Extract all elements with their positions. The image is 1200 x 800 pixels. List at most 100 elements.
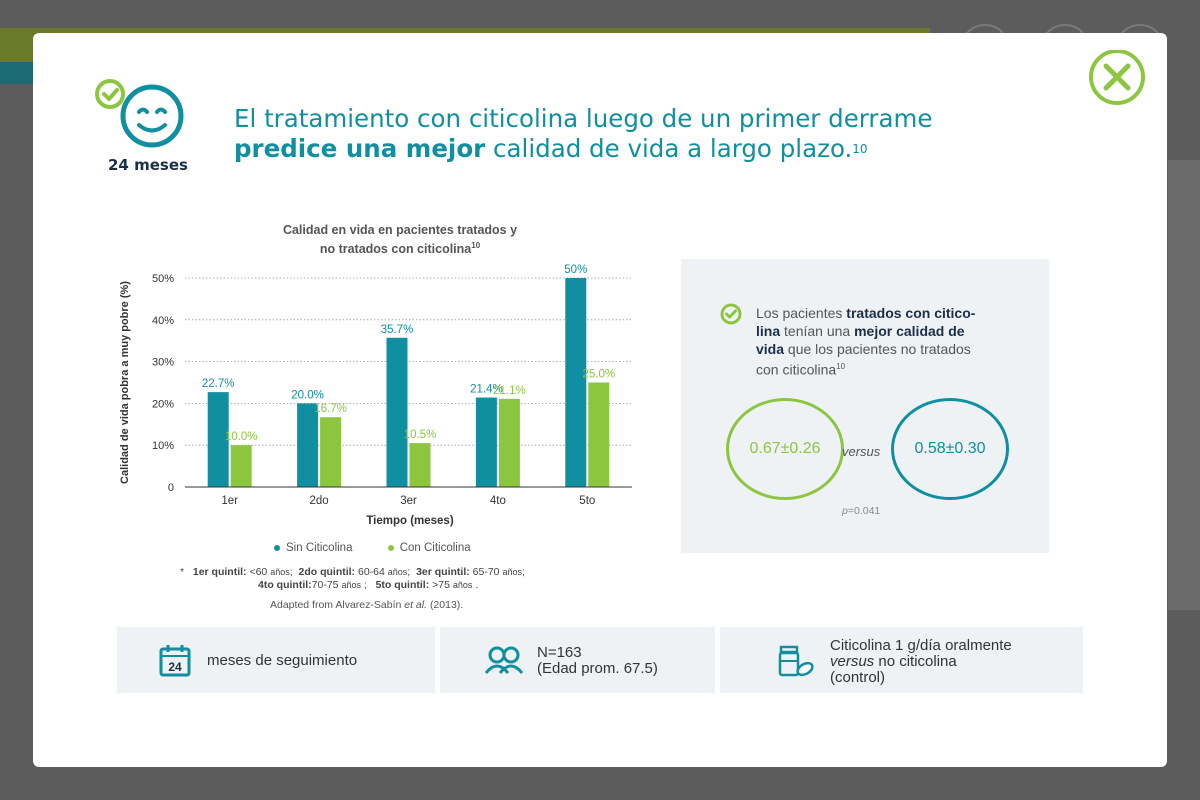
result-panel [681,259,1049,553]
y-tick-label: 40% [152,315,174,327]
x-tick-label: 5to [579,495,595,507]
background-sidebar [1168,160,1200,610]
bar-sin-4to [475,397,497,487]
chart-title-line-2: no tratados con citicolina10 [240,238,560,257]
citation-etal: et al. [404,599,428,611]
data-label: 20.0% [291,389,324,401]
title-rest: calidad de vida a largo plazo. [493,134,853,163]
population-card: N=163 (Edad prom. 67.5) [440,627,715,693]
treated-score-circle: 0.67±0.26 [726,398,844,500]
title-line-2: predice una mejor calidad de vida a larg… [234,134,932,168]
result-reference: 10 [836,362,846,371]
treatment-versus: versus [830,653,875,670]
result-bold-3: mejor calidad de [854,323,965,339]
bar-con-1er [230,445,252,487]
followup-card: 24 meses de seguimiento [117,627,435,693]
footnote-q4-unit: años [341,580,361,590]
treatment-text: Citicolina 1 g/día oralmente versus no c… [830,638,1012,686]
x-tick-label: 3er [400,495,417,507]
data-label: 16.7% [314,403,347,415]
footnote-q4-value: 70-75 [311,579,339,591]
population-count: N=163 [537,644,582,661]
treatment-card: Citicolina 1 g/día oralmente versus no c… [720,627,1083,693]
title-emphasis: predice una mejor [234,134,486,163]
legend-marker-teal [274,544,280,551]
legend-item-sin: Sin Citicolina [274,542,352,554]
bar-con-3er [409,443,431,487]
bar-chart: 0 10% 20% 30% 40% 50% Calidad de vida pobra a … [119,264,632,527]
data-label: 25.0% [582,369,615,381]
untreated-score-circle: 0.58±0.30 [891,398,1009,500]
result-text-1: Los pacientes [756,305,843,321]
data-label: 22.7% [202,378,235,390]
result-text-3: que los pacientes no tratados [787,341,971,357]
y-tick-label: 30% [152,357,174,369]
bar-sin-3er [386,337,408,487]
y-tick-label: 20% [152,398,174,410]
y-tick-label: 0 [168,482,174,494]
result-bold-1: tratados con citico- [846,305,976,321]
versus-label: versus [842,444,881,459]
data-label: 10.5% [404,429,437,441]
footnote-line-1: * 1er quintil: <60 años; 2do quintil: 60… [180,566,525,578]
calendar-number: 24 [168,660,182,674]
footnote-q2-value: 60-64 [357,566,385,578]
citation-authors: Adapted from Alvarez-Sabín [270,599,402,611]
treatment-comparator: no citicolina [878,653,957,670]
result-text-4: con citicolina [756,361,837,378]
title-reference: 10 [852,142,868,156]
p-value: p=0.041 [842,505,880,517]
footnote-line-2: 4to quintil:70-75 años ; 5to quintil: >7… [258,579,479,591]
treated-score: 0.67±0.26 [749,440,821,457]
x-tick-label: 1er [221,495,238,507]
legend-label-con: Con Citicolina [399,542,471,554]
y-axis-label: Calidad de vida pobra a muy pobre (%) [119,281,131,484]
treatment-line-2: versus no citicolina [830,654,1012,670]
footnote-q2-unit: años [387,567,408,577]
untreated-score: 0.58±0.30 [914,440,986,457]
legend-marker-green [387,544,394,551]
chart-legend: Sin Citicolina Con Citicolina [274,542,503,554]
medicine-bottle-icon [778,645,814,677]
footnote-q1-value: <60 [249,566,268,578]
calendar-icon: 24 [159,645,191,677]
bar-con-4to [498,398,520,487]
close-icon[interactable] [1087,50,1147,110]
data-label: 10.0% [225,431,258,443]
bar-sin-1er [207,392,229,487]
page-title: El tratamiento con citicolina luego de u… [234,104,932,168]
citation-year: (2013). [429,599,464,611]
treatment-control: (control) [830,669,886,686]
footnote-q5-value: >75 [432,579,450,591]
legend-item-con: Con Citicolina [387,542,471,554]
footnote-q1: 1er quintil: [192,566,247,578]
checkmark-icon [720,303,742,325]
x-tick-label: 4to [490,495,506,507]
followup-text: meses de seguimiento [207,652,358,669]
treatment-line-1: Citicolina 1 g/día oralmente [830,637,1012,654]
bar-con-5to [588,382,610,487]
x-axis-label: Tiempo (meses) [366,515,454,527]
result-bold-4: vida [756,341,785,357]
result-bold-2: lina [756,323,781,339]
footnote-q3: 3er quintil: [416,566,470,578]
y-tick-label: 10% [152,440,174,452]
footnote-star: * [180,566,185,578]
title-line-1: El tratamiento con citicolina luego de u… [234,104,933,133]
data-label: 50% [564,264,587,276]
badge-label: 24 meses [108,156,188,174]
footnote-q3-unit: años [502,567,522,577]
bar-sin-2do [297,403,319,487]
legend-label-sin: Sin Citicolina [286,542,353,554]
footnote-q4: 4to quintil: [258,579,312,591]
quintile-footnote: * 1er quintil: <60 años; 2do quintil: 60… [180,566,525,592]
footnote-q1-unit: años [270,567,290,577]
p-value-number: =0.041 [847,505,881,517]
chart-title: Calidad en vida en pacientes tratados y … [240,222,560,257]
population-text: N=163 (Edad prom. 67.5) [537,645,658,677]
footnote-q2: 2do quintil: [298,566,356,578]
footnote-q3-value: 65-70 [472,566,500,578]
data-label: 35.7% [381,324,414,336]
footnote-q5-unit: años [452,580,473,590]
x-tick-label: 2do [310,495,329,507]
